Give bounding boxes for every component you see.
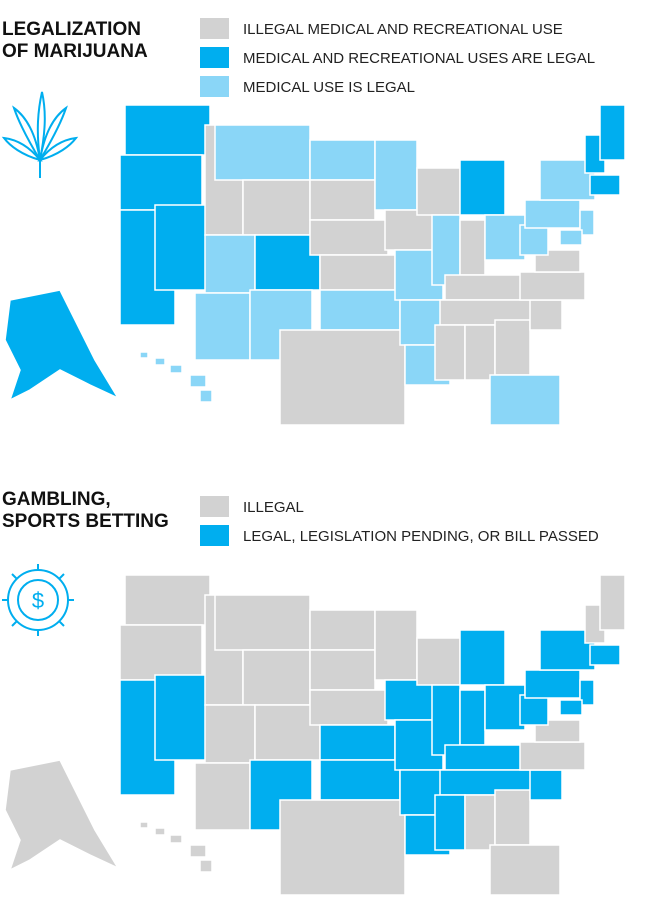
state xyxy=(204,234,256,294)
state xyxy=(464,324,496,381)
legend-label: ILLEGAL MEDICAL AND RECREATIONAL USE xyxy=(243,21,563,38)
state xyxy=(459,689,486,746)
state xyxy=(194,762,251,831)
legend-swatch xyxy=(200,76,229,97)
legend-swatch xyxy=(200,18,229,39)
state xyxy=(439,769,536,796)
state xyxy=(464,794,496,851)
hawaii xyxy=(169,364,183,374)
state xyxy=(489,374,561,426)
state xyxy=(384,209,436,251)
hawaii xyxy=(154,827,166,836)
state xyxy=(319,724,396,761)
state xyxy=(519,224,549,256)
state xyxy=(589,644,621,666)
state xyxy=(416,637,461,686)
state xyxy=(319,289,401,331)
state xyxy=(416,167,461,216)
state xyxy=(309,179,376,221)
state xyxy=(374,609,418,681)
map-title: SPORTS BETTING xyxy=(2,511,169,532)
state xyxy=(119,154,203,211)
state xyxy=(154,674,211,761)
state xyxy=(124,574,211,626)
legend-label: LEGAL, LEGISLATION PENDING, OR BILL PASS… xyxy=(243,528,599,545)
state xyxy=(589,174,621,196)
map-1: GAMBLING,SPORTS BETTING ILLEGAL LEGAL, LEG… xyxy=(2,489,626,896)
state xyxy=(374,139,418,211)
state xyxy=(279,799,406,896)
state xyxy=(384,679,436,721)
dollar-sign: $ xyxy=(32,588,44,613)
legend-label: MEDICAL AND RECREATIONAL USES ARE LEGAL xyxy=(243,50,595,67)
hawaii xyxy=(189,844,207,858)
state xyxy=(204,704,256,764)
state xyxy=(579,209,595,236)
map-title: OF MARIJUANA xyxy=(2,41,148,62)
state xyxy=(489,844,561,896)
legend-swatch xyxy=(200,47,229,68)
hawaii xyxy=(189,374,207,388)
state xyxy=(519,741,586,771)
state xyxy=(309,689,389,726)
legend-label: ILLEGAL xyxy=(243,499,304,516)
state xyxy=(599,104,626,161)
state xyxy=(434,324,466,381)
state xyxy=(559,699,583,716)
state xyxy=(529,299,563,331)
legend-swatch xyxy=(200,496,229,517)
state xyxy=(254,704,321,761)
cannabis-icon xyxy=(1,91,79,178)
state xyxy=(154,204,211,291)
state xyxy=(519,271,586,301)
legend-swatch xyxy=(200,525,229,546)
state xyxy=(319,254,396,291)
state xyxy=(529,769,563,801)
state xyxy=(279,329,406,426)
state xyxy=(494,319,531,376)
state xyxy=(214,594,311,651)
state xyxy=(579,679,595,706)
state xyxy=(484,684,526,731)
legend-label: MEDICAL USE IS LEGAL xyxy=(243,79,415,96)
alaska xyxy=(4,759,120,872)
state xyxy=(494,789,531,846)
state xyxy=(309,219,389,256)
state xyxy=(524,199,581,229)
state xyxy=(459,219,486,276)
state xyxy=(559,229,583,246)
state xyxy=(309,609,376,651)
state xyxy=(242,649,311,706)
hawaii xyxy=(154,357,166,366)
state xyxy=(119,624,203,681)
hawaii xyxy=(139,351,149,359)
state xyxy=(254,234,321,291)
alaska xyxy=(4,289,120,402)
map-title: LEGALIZATION xyxy=(2,19,141,40)
hawaii xyxy=(199,859,213,873)
state xyxy=(599,574,626,631)
state xyxy=(519,694,549,726)
state xyxy=(309,139,376,181)
hawaii xyxy=(199,389,213,403)
state xyxy=(242,179,311,236)
state xyxy=(444,744,526,771)
chip-icon: $ xyxy=(2,564,74,636)
map-title: GAMBLING, xyxy=(2,489,111,510)
state xyxy=(124,104,211,156)
state xyxy=(319,759,401,801)
state xyxy=(434,794,466,851)
state xyxy=(444,274,526,301)
state xyxy=(194,292,251,361)
state xyxy=(484,214,526,261)
state xyxy=(214,124,311,181)
state xyxy=(459,629,506,686)
state xyxy=(524,669,581,699)
hawaii xyxy=(139,821,149,829)
hawaii xyxy=(169,834,183,844)
state xyxy=(459,159,506,216)
state xyxy=(309,649,376,691)
